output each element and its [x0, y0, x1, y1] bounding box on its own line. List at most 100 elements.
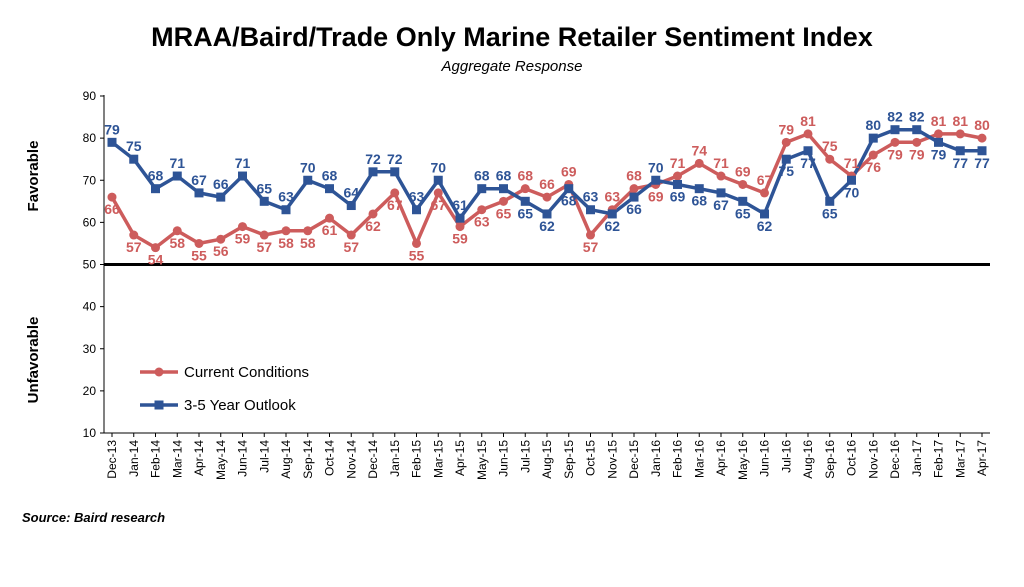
- current-conditions-label: 56: [213, 243, 229, 259]
- current-conditions-label: 68: [626, 168, 642, 184]
- current-conditions-point: [890, 137, 900, 147]
- x-tick-label: Jan-15: [388, 440, 402, 477]
- outlook-label: 67: [191, 172, 207, 188]
- outlook-point: [194, 188, 204, 198]
- x-tick-label: Dec-16: [888, 440, 902, 479]
- outlook-label: 70: [430, 159, 446, 175]
- x-tick-label: Oct-15: [584, 440, 598, 476]
- outlook-label: 75: [778, 163, 794, 179]
- current-conditions-label: 62: [365, 218, 381, 234]
- x-tick-label: Apr-17: [975, 440, 989, 476]
- current-conditions-point: [390, 188, 400, 198]
- outlook-point: [542, 209, 552, 219]
- current-conditions-point: [586, 230, 595, 240]
- current-conditions-label: 54: [148, 252, 164, 268]
- current-conditions-label: 63: [604, 189, 620, 205]
- outlook-label: 71: [235, 155, 251, 171]
- current-conditions-label: 75: [822, 138, 838, 154]
- current-conditions-label: 59: [235, 231, 251, 247]
- current-conditions-point: [542, 192, 552, 202]
- outlook-point: [412, 205, 421, 215]
- outlook-label: 62: [539, 218, 555, 234]
- outlook-point: [520, 196, 530, 206]
- x-tick-label: Aug-14: [279, 440, 293, 479]
- chart-title: MRAA/Baird/Trade Only Marine Retailer Se…: [151, 22, 873, 52]
- outlook-label: 69: [670, 188, 686, 204]
- current-conditions-label: 61: [322, 222, 338, 238]
- outlook-label: 65: [517, 205, 533, 221]
- x-tick-label: Aug-16: [801, 440, 815, 479]
- current-conditions-label: 57: [343, 239, 359, 255]
- x-tick-label: Jan-17: [910, 440, 924, 477]
- outlook-label: 71: [169, 155, 185, 171]
- current-conditions-label: 63: [474, 214, 490, 230]
- outlook-point: [760, 209, 769, 219]
- current-conditions-point: [499, 196, 508, 206]
- outlook-point: [825, 196, 835, 206]
- x-tick-label: Sep-14: [301, 440, 315, 479]
- x-tick-label: Feb-16: [671, 440, 685, 478]
- outlook-label: 68: [496, 168, 512, 184]
- legend-outlook-label: 3-5 Year Outlook: [184, 397, 296, 414]
- current-conditions-label: 74: [691, 142, 707, 158]
- outlook-label: 62: [604, 218, 620, 234]
- current-conditions-label: 65: [496, 205, 512, 221]
- current-conditions-label: 76: [865, 159, 881, 175]
- outlook-point: [368, 167, 378, 177]
- outlook-point: [151, 184, 160, 194]
- outlook-label: 66: [626, 201, 642, 217]
- outlook-point: [847, 175, 856, 185]
- current-conditions-point: [738, 179, 748, 189]
- current-conditions-point: [129, 230, 139, 240]
- outlook-label: 65: [822, 205, 838, 221]
- y-tick-label: 10: [83, 426, 97, 440]
- outlook-label: 68: [691, 193, 707, 209]
- outlook-point: [390, 167, 400, 177]
- current-conditions-point: [259, 230, 269, 240]
- outlook-point: [651, 175, 661, 185]
- x-tick-label: Mar-16: [692, 440, 706, 478]
- tick-labels: 10 20 30 40 50 60 70 80 90 Dec-13 Jan-14 Feb-14 Mar-…: [83, 89, 989, 480]
- x-tick-label: Nov-16: [866, 440, 880, 479]
- outlook-label: 64: [343, 185, 359, 201]
- outlook-point: [216, 192, 226, 202]
- outlook-label: 75: [126, 138, 142, 154]
- outlook-label: 68: [474, 168, 490, 184]
- x-tick-label: Mar-14: [170, 440, 184, 478]
- outlook-point: [325, 184, 334, 194]
- current-conditions-point: [151, 243, 160, 253]
- outlook-label: 63: [583, 189, 599, 205]
- x-tick-label: Aug-15: [540, 440, 554, 479]
- x-tick-label: Apr-16: [714, 440, 728, 476]
- current-conditions-point: [238, 222, 247, 232]
- y-tick-label: 50: [83, 258, 97, 272]
- current-conditions-point: [825, 154, 835, 164]
- x-tick-label: Apr-15: [453, 440, 467, 476]
- unfavorable-label: Unfavorable: [25, 317, 42, 404]
- outlook-label: 77: [800, 155, 816, 171]
- outlook-label: 80: [865, 117, 881, 133]
- outlook-label: 62: [757, 218, 773, 234]
- current-conditions-label: 81: [931, 113, 947, 129]
- y-tick-label: 80: [83, 131, 97, 145]
- x-tick-label: Sep-15: [562, 440, 576, 479]
- current-conditions-label: 69: [561, 163, 577, 179]
- current-conditions-point: [803, 129, 813, 139]
- x-tick-label: Jun-15: [497, 440, 511, 477]
- x-tick-label: Dec-15: [627, 440, 641, 479]
- current-conditions-point: [955, 129, 965, 139]
- current-conditions-label: 71: [844, 155, 860, 171]
- outlook-label: 63: [278, 189, 294, 205]
- current-conditions-label: 69: [735, 163, 751, 179]
- outlook-label: 66: [213, 176, 229, 192]
- x-tick-label: Jul-16: [779, 440, 793, 473]
- outlook-point: [912, 125, 922, 135]
- outlook-point: [107, 137, 117, 147]
- current-conditions-label: 71: [670, 155, 686, 171]
- outlook-point: [129, 154, 139, 164]
- outlook-point: [868, 133, 878, 143]
- current-conditions-label: 80: [974, 117, 990, 133]
- current-conditions-point: [455, 222, 465, 232]
- current-conditions-label: 57: [583, 239, 599, 255]
- y-tick-label: 40: [83, 300, 97, 314]
